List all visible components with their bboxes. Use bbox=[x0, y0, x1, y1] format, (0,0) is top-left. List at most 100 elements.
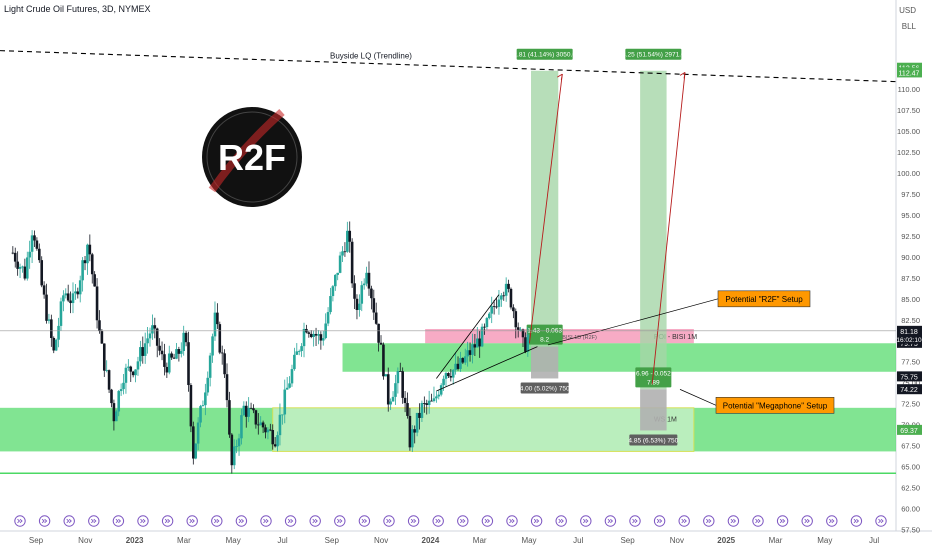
candle-body bbox=[394, 383, 397, 397]
price-label-bg bbox=[897, 371, 922, 382]
event-marker-chevron bbox=[853, 518, 860, 524]
candle-body bbox=[71, 293, 75, 304]
candle-body bbox=[223, 353, 226, 375]
event-marker-icon bbox=[14, 515, 26, 527]
candle-body bbox=[88, 244, 92, 255]
candle-body bbox=[45, 294, 48, 321]
y-tick-label: 90.00 bbox=[901, 253, 920, 262]
candle-body bbox=[273, 444, 277, 447]
candle-body bbox=[415, 412, 419, 433]
event-marker-chevron bbox=[164, 518, 171, 524]
event-marker-chevron bbox=[66, 518, 72, 524]
candle-body bbox=[211, 336, 214, 356]
y-tick-label: 62.50 bbox=[901, 483, 920, 492]
x-tick-label: Mar bbox=[177, 536, 191, 545]
candle-body bbox=[504, 283, 508, 296]
candle-body bbox=[259, 422, 262, 426]
candle-body bbox=[182, 332, 185, 352]
candle-body bbox=[23, 266, 27, 279]
candle-body bbox=[266, 429, 270, 433]
event-marker-chevron bbox=[213, 518, 220, 524]
candle-body bbox=[50, 319, 53, 338]
target-box bbox=[531, 70, 559, 347]
candle-body bbox=[454, 363, 457, 370]
stop-label-bg bbox=[629, 434, 678, 446]
candle-body bbox=[47, 319, 51, 321]
y-tick-label: 77.50 bbox=[901, 358, 920, 367]
candle-body bbox=[509, 288, 513, 308]
candle-body bbox=[28, 251, 31, 258]
y-tick-label: 92.50 bbox=[901, 232, 920, 241]
price-label-bg bbox=[897, 67, 922, 78]
candle-body bbox=[350, 241, 354, 284]
chart-title: Light Crude Oil Futures, 3D, NYMEX bbox=[4, 4, 151, 14]
candle-body bbox=[208, 355, 212, 378]
event-marker-chevron bbox=[189, 518, 195, 524]
candle-body bbox=[244, 405, 248, 417]
candle-body bbox=[21, 266, 24, 268]
event-marker-chevron bbox=[804, 518, 810, 524]
candle-body bbox=[199, 406, 202, 423]
candle-body bbox=[196, 422, 200, 444]
candle-body bbox=[13, 252, 17, 262]
candle-body bbox=[293, 354, 296, 370]
event-marker-icon bbox=[88, 515, 100, 527]
info-label: 8.2 bbox=[540, 337, 549, 344]
candle-body bbox=[317, 334, 320, 336]
candle-body bbox=[35, 240, 39, 249]
y-tick-label: 95.00 bbox=[901, 211, 920, 220]
event-marker-icon bbox=[63, 515, 75, 527]
candle-body bbox=[483, 326, 486, 328]
candle-body bbox=[52, 337, 56, 351]
candle-body bbox=[485, 318, 489, 328]
event-marker-chevron bbox=[509, 518, 515, 524]
y-tick-label: 65.00 bbox=[901, 463, 920, 472]
price-label: 69.37 bbox=[900, 428, 918, 435]
candle-body bbox=[143, 343, 147, 356]
event-marker-chevron bbox=[632, 518, 638, 524]
candle-body bbox=[290, 369, 294, 384]
candle-body bbox=[184, 332, 188, 343]
event-marker-chevron bbox=[779, 518, 786, 524]
countdown-label: 16:02:10 bbox=[896, 337, 922, 344]
x-tick-label: Sep bbox=[29, 536, 44, 545]
x-tick-label: May bbox=[521, 536, 536, 545]
candle-body bbox=[283, 389, 287, 415]
candle-body bbox=[261, 422, 265, 428]
candle-body bbox=[76, 291, 80, 295]
info-label: 7.89 bbox=[647, 379, 660, 386]
candle-body bbox=[502, 295, 506, 297]
candle-body bbox=[319, 334, 323, 341]
candle-body bbox=[473, 344, 477, 348]
candle-body bbox=[341, 251, 344, 256]
candle-body bbox=[252, 408, 255, 411]
y-tick-label: 102.50 bbox=[897, 148, 920, 157]
candle-body bbox=[300, 346, 303, 352]
event-marker-chevron bbox=[533, 518, 540, 524]
candle-body bbox=[216, 312, 219, 325]
candle-body bbox=[187, 342, 190, 386]
event-marker-icon bbox=[580, 515, 592, 527]
candle-body bbox=[105, 370, 108, 371]
candle-body bbox=[519, 329, 522, 331]
y-tick-label: 97.50 bbox=[901, 190, 920, 199]
candle-body bbox=[512, 307, 515, 312]
y-tick-label: 105.00 bbox=[897, 127, 920, 136]
candle-body bbox=[408, 415, 412, 448]
candle-body bbox=[314, 333, 318, 336]
candle-body bbox=[346, 230, 349, 252]
event-marker-icon bbox=[334, 515, 346, 527]
candle-body bbox=[333, 274, 337, 287]
candle-body bbox=[396, 371, 400, 384]
event-marker-chevron bbox=[90, 518, 97, 524]
candle-body bbox=[112, 403, 116, 422]
candle-body bbox=[526, 334, 530, 352]
zone-green bbox=[342, 343, 896, 372]
candle-body bbox=[360, 285, 364, 304]
event-marker-icon bbox=[801, 515, 813, 527]
candle-body bbox=[81, 260, 84, 281]
candle-body bbox=[389, 401, 392, 405]
trendline-label: Buyside LQ (Trendline) bbox=[330, 51, 412, 60]
candle-body bbox=[98, 320, 101, 332]
